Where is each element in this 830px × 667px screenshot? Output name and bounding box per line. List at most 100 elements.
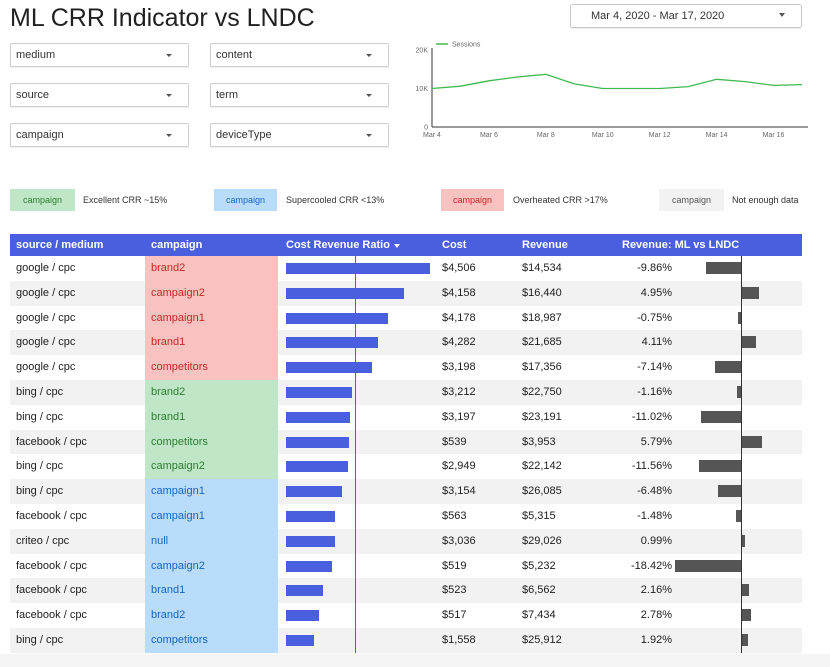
ml-vs-lndc-bar <box>699 460 741 473</box>
header-source-medium[interactable]: source / medium <box>16 239 104 251</box>
filter-label: medium <box>16 49 56 61</box>
filter-content[interactable]: content <box>210 43 389 67</box>
filter-devicetype[interactable]: deviceType <box>210 123 389 147</box>
crr-bar <box>286 585 324 597</box>
crr-bar <box>286 610 319 622</box>
ml-vs-lndc-bar <box>715 361 741 374</box>
header-ml-vs-lndc[interactable]: Revenue: ML vs LNDC <box>622 239 740 251</box>
cell-source-medium: google / cpc <box>16 262 76 274</box>
header-cost[interactable]: Cost <box>442 239 467 251</box>
table-row[interactable]: facebook / cpc competitors $539 $3,953 5.79% <box>10 429 802 455</box>
campaign-label: campaign2 <box>151 460 205 473</box>
table-row[interactable]: facebook / cpc brand2 $517 $7,434 2.78% <box>10 603 802 628</box>
header-crr[interactable]: Cost Revenue Ratio <box>286 239 400 251</box>
sessions-series-line <box>431 73 803 90</box>
cell-cost: $517 <box>442 609 467 622</box>
x-tick-label: Mar 8 <box>537 132 555 139</box>
filter-label: content <box>216 49 253 61</box>
cell-cost: $3,198 <box>442 361 476 374</box>
cell-source-medium: google / cpc <box>16 336 76 349</box>
table-row[interactable]: facebook / cpc campaign2 $519 $5,232 -18.42% <box>10 553 802 579</box>
crr-bar <box>286 436 350 448</box>
table-row[interactable]: criteo / cpc null $3,036 $29,026 0.99% <box>10 528 802 554</box>
campaign-label: campaign2 <box>151 559 205 572</box>
chevron-down-icon <box>779 13 785 17</box>
campaign-label: competitors <box>151 361 208 374</box>
footer-strip <box>0 654 830 667</box>
campaign-table: source / medium campaign Cost Revenue Ra… <box>10 234 802 653</box>
header-revenue[interactable]: Revenue <box>522 239 568 251</box>
chevron-down-icon <box>366 94 372 97</box>
cell-source-medium: facebook / cpc <box>16 559 87 572</box>
cell-revenue: $3,953 <box>522 435 556 448</box>
campaign-label: brand2 <box>151 609 186 622</box>
table-row[interactable]: bing / cpc brand2 $3,212 $22,750 -1.16% <box>10 379 802 405</box>
ml-vs-lndc-bar <box>741 534 745 547</box>
table-row[interactable]: facebook / cpc campaign1 $563 $5,315 -1.48% <box>10 503 802 529</box>
cell-campaign: campaign2 <box>145 280 278 306</box>
cell-revenue: $22,750 <box>522 385 562 398</box>
x-tick-label: Mar 14 <box>706 132 728 139</box>
cell-cost: $523 <box>442 584 467 597</box>
crr-bar <box>286 510 336 522</box>
legend-chip: campaign <box>10 189 75 211</box>
cell-cost: $3,212 <box>442 385 476 398</box>
table-row[interactable]: google / cpc brand1 $4,282 $21,685 4.11% <box>10 330 802 356</box>
crr-bar <box>286 486 343 498</box>
cell-cost: $4,178 <box>442 311 476 324</box>
x-tick-label: Mar 6 <box>480 132 498 139</box>
ml-vs-lndc-bar <box>735 509 741 522</box>
cell-source-medium: bing / cpc <box>16 633 64 646</box>
filter-label: term <box>216 89 238 101</box>
chevron-down-icon <box>366 54 372 57</box>
date-range-picker[interactable]: Mar 4, 2020 - Mar 17, 2020 <box>570 4 802 28</box>
cell-source-medium: bing / cpc <box>16 410 64 423</box>
cell-source-medium: bing / cpc <box>16 385 64 398</box>
crr-bar <box>286 535 335 547</box>
x-tick-label: Mar 12 <box>649 132 671 139</box>
table-row[interactable]: bing / cpc campaign2 $2,949 $22,142 -11.56% <box>10 454 802 480</box>
chevron-down-icon <box>166 54 172 57</box>
filter-medium[interactable]: medium <box>10 43 189 67</box>
table-row[interactable]: google / cpc campaign2 $4,158 $16,440 4.95% <box>10 280 802 306</box>
table-row[interactable]: bing / cpc competitors $1,558 $25,912 1.92% <box>10 627 802 653</box>
crr-bar <box>286 263 430 274</box>
cell-ml-vs-lndc: -11.02% <box>631 410 672 423</box>
cell-source-medium: google / cpc <box>16 286 76 299</box>
cell-cost: $3,154 <box>442 485 476 498</box>
cell-campaign: campaign1 <box>145 503 278 529</box>
filter-label: deviceType <box>216 129 272 141</box>
filter-campaign[interactable]: campaign <box>10 123 189 147</box>
filter-source[interactable]: source <box>10 83 189 107</box>
table-row[interactable]: bing / cpc campaign1 $3,154 $26,085 -6.48% <box>10 479 802 504</box>
cell-cost: $4,158 <box>442 286 476 299</box>
cell-source-medium: facebook / cpc <box>16 509 87 522</box>
chevron-down-icon <box>166 94 172 97</box>
cell-revenue: $26,085 <box>522 485 562 498</box>
page-title: ML CRR Indicator vs LNDC <box>10 4 315 32</box>
legend-series-label: Sessions <box>452 42 481 49</box>
cell-cost: $1,558 <box>442 633 476 646</box>
table-row[interactable]: google / cpc competitors $3,198 $17,356 -7.1… <box>10 355 802 380</box>
cell-revenue: $22,142 <box>522 460 562 473</box>
table-row[interactable]: google / cpc campaign1 $4,178 $18,987 -0.75% <box>10 305 802 331</box>
campaign-label: competitors <box>151 633 208 646</box>
header-campaign[interactable]: campaign <box>151 239 203 251</box>
table-row[interactable]: facebook / cpc brand1 $523 $6,562 2.16% <box>10 578 802 604</box>
cell-ml-vs-lndc: 1.92% <box>640 633 672 646</box>
y-tick-label: 20K <box>416 48 429 55</box>
filter-label: source <box>16 89 50 101</box>
campaign-label: null <box>151 534 169 547</box>
filter-term[interactable]: term <box>210 83 389 107</box>
campaign-label: campaign2 <box>151 286 205 299</box>
table-row[interactable]: google / cpc brand2 $4,506 $14,534 -9.86% <box>10 256 802 281</box>
cell-ml-vs-lndc: -6.48% <box>637 485 672 498</box>
cell-ml-vs-lndc: -1.16% <box>637 385 672 398</box>
cell-revenue: $6,562 <box>522 584 556 597</box>
table-row[interactable]: bing / cpc brand1 $3,197 $23,191 -11.02% <box>10 404 802 430</box>
cell-campaign: brand1 <box>145 578 278 604</box>
chevron-down-icon <box>366 134 372 137</box>
crr-reference-line <box>355 256 356 653</box>
crr-bar <box>286 362 372 374</box>
